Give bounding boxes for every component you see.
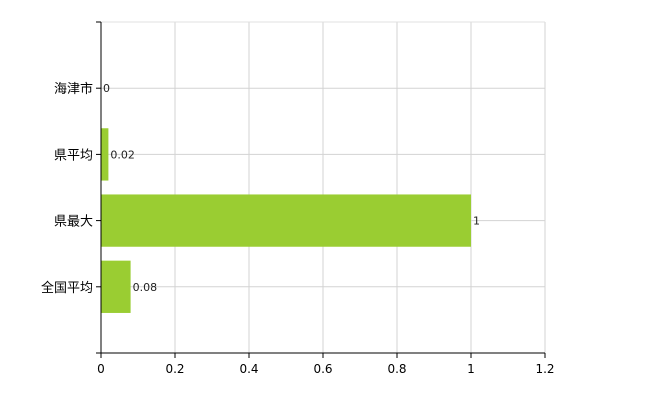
x-tick-label: 1 bbox=[467, 362, 475, 376]
data-label: 0.02 bbox=[110, 148, 134, 161]
x-tick-label: 0.2 bbox=[165, 362, 184, 376]
data-label: 0 bbox=[103, 82, 110, 95]
bar bbox=[101, 194, 471, 247]
x-tick-label: 0 bbox=[97, 362, 105, 376]
bar bbox=[101, 260, 131, 313]
data-label: 0.08 bbox=[133, 281, 158, 294]
y-tick-label: 海津市 bbox=[54, 81, 93, 97]
bar bbox=[101, 128, 109, 181]
x-tick-label: 0.8 bbox=[387, 362, 406, 376]
data-label: 1 bbox=[473, 215, 480, 228]
x-tick-label: 0.6 bbox=[313, 362, 332, 376]
y-tick-label: 県平均 bbox=[54, 148, 93, 163]
x-tick-label: 0.4 bbox=[239, 362, 258, 376]
x-tick-label: 1.2 bbox=[535, 362, 554, 376]
y-tick-label: 全国平均 bbox=[41, 280, 93, 296]
y-tick-label: 県最大 bbox=[54, 215, 93, 230]
